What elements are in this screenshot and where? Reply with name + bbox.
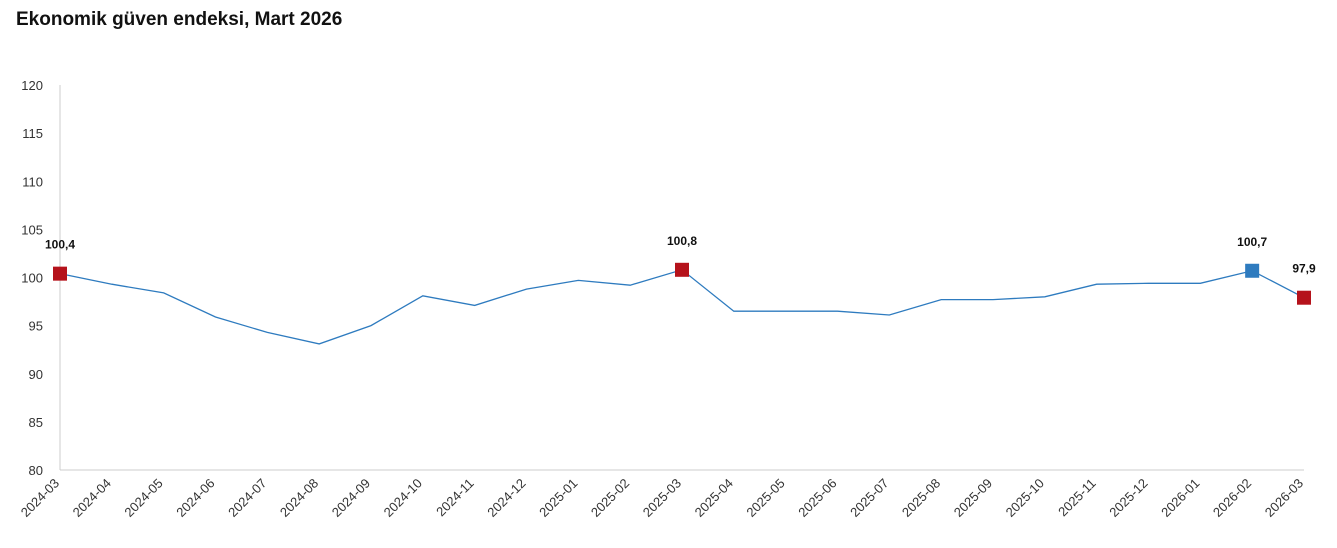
x-tick-label: 2024-08: [277, 476, 321, 520]
series-line: [59, 269, 1305, 345]
x-tick-label: 2026-03: [1262, 476, 1306, 520]
y-tick-label: 90: [29, 367, 43, 382]
highlight-marker: [53, 266, 67, 281]
highlight-marker: [1297, 290, 1311, 305]
x-tick-label: 2024-06: [173, 476, 217, 520]
x-tick-label: 2024-09: [329, 476, 373, 520]
highlight-marker: [1245, 263, 1260, 278]
y-tick-label: 85: [29, 415, 43, 430]
x-tick-label: 2025-04: [692, 476, 736, 520]
x-tick-label: 2024-05: [121, 476, 165, 520]
chart-title: Ekonomik güven endeksi, Mart 2026: [16, 9, 343, 30]
highlight-markers: [53, 262, 1311, 305]
x-tick-label: 2026-01: [1158, 476, 1202, 520]
x-tick-label: 2025-09: [951, 476, 995, 520]
x-tick-label: 2024-03: [18, 476, 62, 520]
series: [59, 269, 1305, 345]
y-tick-label: 120: [21, 78, 43, 93]
highlight-marker: [675, 262, 689, 277]
data-label: 100,7: [1237, 235, 1267, 249]
x-tick-label: 2026-02: [1210, 476, 1254, 520]
y-tick-label: 105: [21, 222, 43, 237]
x-tick-label: 2024-07: [225, 476, 269, 520]
data-label: 97,9: [1292, 262, 1316, 276]
y-tick-label: 115: [22, 126, 43, 141]
x-tick-label: 2025-07: [847, 476, 891, 520]
y-tick-label: 110: [22, 174, 43, 189]
y-tick-label: 80: [29, 463, 43, 478]
x-tick-label: 2024-04: [70, 476, 114, 520]
x-tick-label: 2025-08: [899, 476, 943, 520]
data-label: 100,4: [45, 238, 75, 252]
x-tick-label: 2025-02: [588, 476, 632, 520]
x-tick-label: 2024-10: [381, 476, 425, 520]
x-tick-label: 2025-12: [1106, 476, 1150, 520]
x-axis: 2024-03 2024-04 2024-05 2024-06 2024-07 2024-…: [18, 469, 1306, 520]
x-tick-label: 2025-01: [536, 476, 580, 520]
x-tick-label: 2024-12: [484, 476, 528, 520]
y-tick-label: 95: [29, 319, 43, 334]
x-tick-label: 2025-05: [743, 476, 787, 520]
x-tick-label: 2025-11: [1055, 476, 1099, 520]
x-tick-label: 2024-11: [433, 476, 477, 520]
x-tick-label: 2025-06: [795, 476, 839, 520]
data-label: 100,8: [667, 234, 697, 248]
y-tick-label: 100: [21, 271, 43, 286]
data-labels: 100,4 100,8 100,7 97,9: [45, 234, 1316, 276]
x-tick-label: 2025-10: [1003, 476, 1047, 520]
x-tick-label: 2025-03: [640, 476, 684, 520]
